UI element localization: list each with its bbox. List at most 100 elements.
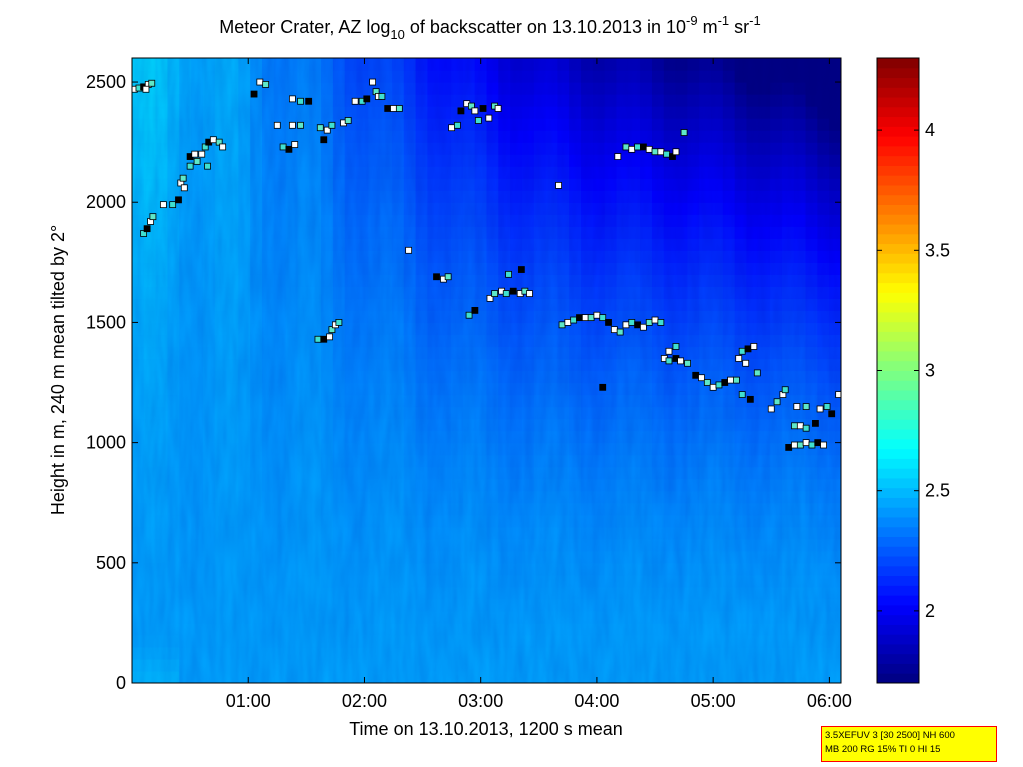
meteor-marker: [175, 196, 182, 204]
meteor-marker: [169, 201, 177, 209]
meteor-marker: [326, 333, 333, 341]
plot-frame: [131, 57, 842, 684]
colorbar-tick-label: 3: [925, 361, 935, 381]
colorbar-band: [877, 624, 919, 635]
meteor-marker: [746, 395, 754, 403]
colorbar-band: [877, 204, 919, 215]
meteor-marker: [677, 357, 685, 365]
colorbar-band: [877, 429, 919, 440]
colorbar-band: [877, 165, 919, 176]
meteor-marker: [314, 335, 322, 343]
colorbar-band: [877, 663, 919, 674]
meteor-marker: [140, 230, 148, 237]
meteor-marker: [628, 319, 636, 326]
meteor-marker: [645, 145, 653, 153]
meteor-marker: [378, 93, 386, 100]
meteor-marker: [634, 321, 641, 329]
meteor-marker: [486, 294, 494, 302]
colorbar-band: [877, 409, 919, 420]
colorbar-band: [877, 507, 919, 518]
meteor-marker: [279, 143, 287, 151]
meteor-marker: [744, 345, 752, 353]
meteor-marker: [599, 314, 607, 322]
colorbar-band: [877, 331, 919, 342]
meteor-marker: [640, 143, 647, 151]
colorbar-band: [877, 497, 919, 508]
colorbar-band: [877, 468, 919, 479]
meteor-marker: [448, 124, 456, 132]
colorbar-band: [877, 58, 919, 69]
colorbar-band: [877, 438, 919, 450]
meteor-marker: [791, 441, 798, 449]
colorbar-band: [877, 194, 919, 205]
meteor-marker: [502, 290, 510, 297]
colorbar-band: [877, 604, 919, 616]
colorbar-band: [877, 360, 919, 371]
colorbar-band: [877, 87, 919, 98]
meteor-marker: [802, 424, 810, 432]
colorbar-band: [877, 350, 919, 362]
meteor-marker: [742, 359, 750, 367]
meteor-marker: [727, 376, 734, 384]
meteor-marker: [471, 307, 479, 314]
meteor-marker: [297, 97, 304, 105]
meteor-marker: [433, 273, 440, 281]
y-axis: 0 500 1000 1500 2000 2500: [86, 72, 841, 693]
meteor-marker: [179, 174, 187, 182]
meteor-marker: [796, 441, 804, 449]
colorbar-band: [877, 399, 919, 411]
meteor-marker: [672, 148, 680, 156]
meteor-marker: [262, 81, 270, 88]
meteor-marker: [599, 383, 607, 391]
meteor-marker: [773, 398, 781, 406]
meteor-marker: [555, 182, 562, 189]
meteor-marker: [395, 105, 403, 112]
colorbar-band: [877, 556, 919, 567]
meteor-marker: [767, 405, 775, 413]
colorbar-band: [877, 233, 919, 245]
colorbar-band: [877, 97, 919, 108]
x-tick-label: 05:00: [691, 691, 736, 711]
colorbar-band: [877, 145, 919, 157]
meteor-marker: [297, 121, 304, 129]
meteor-marker: [491, 290, 499, 297]
colorbar-band: [877, 614, 919, 625]
colorbar-band: [877, 487, 919, 498]
colorbar-band: [877, 565, 919, 577]
colorbar-band: [877, 477, 919, 489]
colorbar-band: [877, 448, 919, 459]
meteor-marker: [665, 347, 673, 355]
meteor-marker: [526, 290, 533, 297]
meteor-marker: [273, 121, 281, 129]
meteor-marker: [672, 343, 680, 350]
meteor-marker: [219, 143, 227, 151]
colorbar-tick-label: 2.5: [925, 481, 950, 501]
meteor-marker: [802, 403, 810, 410]
y-tick-label: 1000: [86, 433, 126, 453]
meteor-marker: [305, 97, 313, 105]
colorbar-band: [877, 155, 919, 166]
colorbar-band: [877, 243, 919, 254]
meteor-marker: [808, 441, 816, 449]
meteor-marker: [738, 347, 746, 355]
meteor-marker: [467, 102, 475, 110]
x-tick-label: 02:00: [342, 691, 387, 711]
meteor-marker: [465, 311, 473, 319]
meteor-marker: [828, 410, 836, 418]
meteor-marker: [320, 136, 328, 144]
processing-parameters-box: 3.5XEFUV 3 [30 2500] NH 600 MB 200 RG 15…: [821, 726, 997, 762]
meteor-marker: [576, 314, 583, 322]
meteor-marker: [823, 403, 831, 410]
meteor-marker: [663, 150, 671, 158]
x-tick-label: 04:00: [574, 691, 619, 711]
meteor-marker: [193, 157, 201, 165]
meteor-marker: [802, 439, 810, 447]
meteor-marker: [384, 105, 392, 112]
colorbar-band: [877, 67, 919, 79]
y-tick-label: 1500: [86, 312, 126, 332]
meteor-marker: [622, 321, 630, 329]
colorbar-band: [877, 77, 919, 88]
meteor-marker: [180, 184, 188, 192]
colorbar-band: [877, 253, 919, 264]
meteor-marker: [692, 371, 700, 379]
